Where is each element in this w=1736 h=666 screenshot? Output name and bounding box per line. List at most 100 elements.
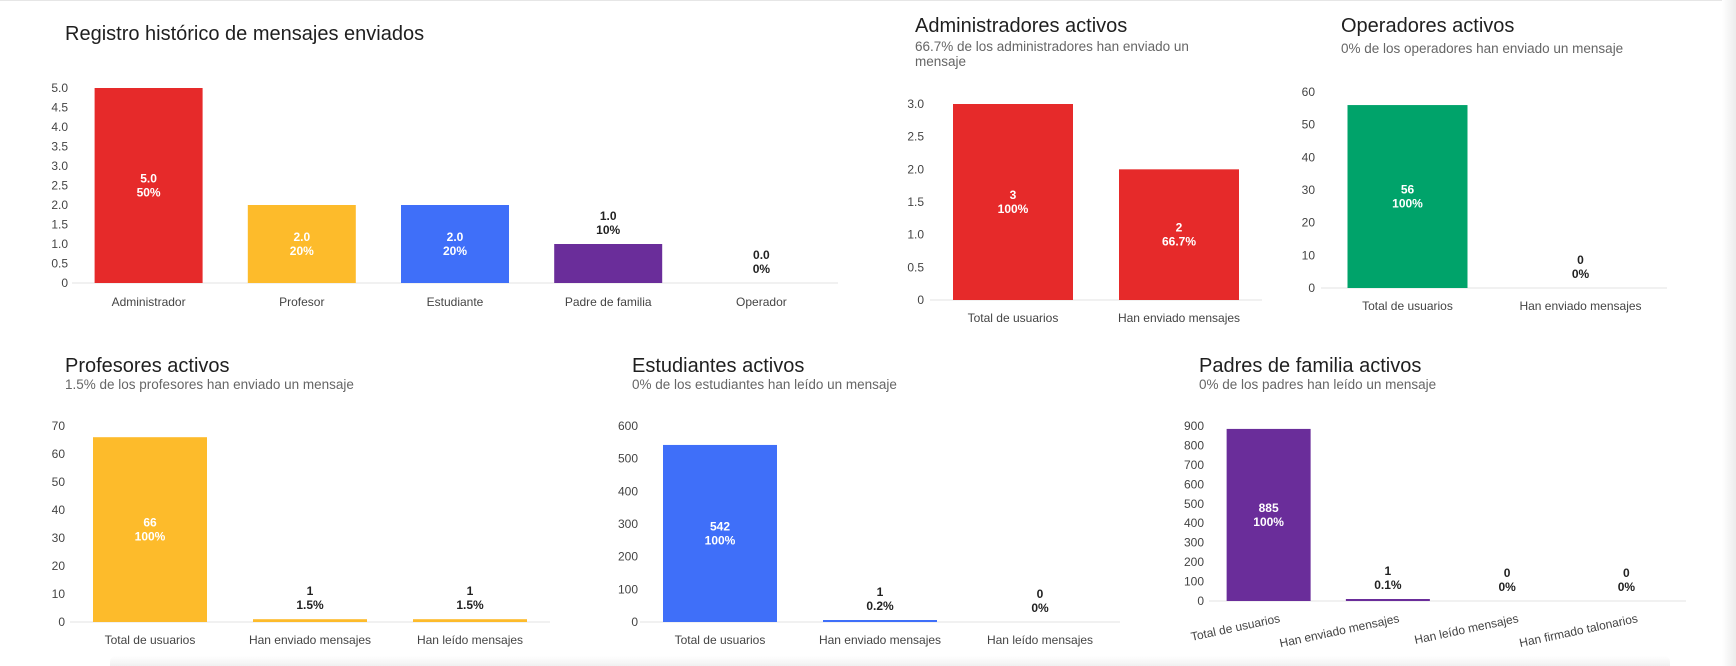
bar-percent-label: 66.7%	[1162, 235, 1196, 249]
bar-value-label: 1	[467, 584, 474, 598]
bar	[413, 619, 527, 622]
category-label: Total de usuarios	[675, 633, 766, 647]
category-label: Han enviado mensajes	[249, 633, 371, 647]
category-label: Profesor	[279, 295, 324, 309]
y-tick-label: 2.0	[51, 198, 68, 212]
bar	[663, 444, 777, 622]
bar-value-label: 5.0	[140, 172, 157, 186]
chart-title: Registro histórico de mensajes enviados	[65, 23, 425, 45]
bar	[1347, 105, 1468, 288]
bar	[1226, 428, 1311, 601]
bar-percent-label: 20%	[290, 244, 314, 258]
chart-title: Profesores activos	[65, 355, 230, 377]
bar-value-label: 66	[143, 516, 157, 530]
y-tick-label: 3.0	[51, 159, 68, 173]
chart-padres-de-familia-activos: 0100200300400500600700800900885100%Total…	[1184, 419, 1686, 650]
category-label: Han enviado mensajes	[1519, 299, 1641, 313]
y-tick-label: 60	[52, 447, 66, 461]
y-tick-label: 500	[1184, 497, 1204, 511]
category-label: Operador	[736, 295, 787, 309]
y-tick-label: 900	[1184, 419, 1204, 433]
category-label: Han enviado mensajes	[1278, 611, 1400, 650]
y-tick-label: 20	[1302, 216, 1316, 230]
y-tick-label: 400	[618, 484, 638, 498]
bar-value-label: 0.0	[753, 248, 770, 262]
bar-value-label: 1	[307, 584, 314, 598]
y-tick-label: 0.5	[907, 260, 924, 274]
y-tick-label: 30	[1302, 183, 1316, 197]
y-tick-label: 50	[52, 475, 66, 489]
bar	[253, 619, 367, 622]
y-tick-label: 0	[61, 276, 68, 290]
y-tick-label: 1.5	[51, 218, 68, 232]
bar-value-label: 1.0	[600, 209, 617, 223]
bar-percent-label: 100%	[135, 530, 166, 544]
bar	[823, 620, 937, 622]
y-tick-label: 0	[631, 615, 638, 629]
bar-percent-label: 100%	[1253, 515, 1284, 529]
chart-subtitle: 0% de los padres han leído un mensaje	[1199, 377, 1437, 392]
panel-operadores-activos: Operadores activos 0% de los operadores …	[1290, 0, 1710, 330]
chart-title: Administradores activos	[915, 15, 1128, 37]
bar	[1119, 169, 1239, 300]
category-label: Total de usuarios	[968, 311, 1059, 325]
y-tick-label: 50	[1302, 118, 1316, 132]
y-tick-label: 3.5	[51, 140, 68, 154]
y-tick-label: 0	[58, 615, 65, 629]
chart-title: Estudiantes activos	[632, 355, 805, 377]
bar-value-label: 0	[1037, 587, 1044, 601]
y-tick-label: 60	[1302, 85, 1316, 99]
chart-subtitle: 0% de los operadores han enviado un mens…	[1341, 41, 1624, 56]
bar-percent-label: 100%	[705, 533, 736, 547]
panel-padres-de-familia-activos: Padres de familia activos 0% de los padr…	[1140, 340, 1710, 666]
bar	[94, 88, 203, 283]
chart-title: Padres de familia activos	[1199, 355, 1422, 377]
category-label: Administrador	[112, 295, 186, 309]
bar-value-label: 542	[710, 519, 730, 533]
y-tick-label: 20	[52, 559, 66, 573]
y-tick-label: 3.0	[907, 97, 924, 111]
bar-percent-label: 20%	[443, 244, 467, 258]
chart-subtitle: 1.5% de los profesores han enviado un me…	[65, 377, 354, 392]
category-label: Han enviado mensajes	[1118, 311, 1240, 325]
category-label: Total de usuarios	[105, 633, 196, 647]
bar-value-label: 2	[1176, 221, 1183, 235]
bar-percent-label: 50%	[137, 186, 161, 200]
y-tick-label: 500	[618, 452, 638, 466]
y-tick-label: 600	[618, 419, 638, 433]
y-tick-label: 0.5	[51, 257, 68, 271]
bar-value-label: 56	[1401, 183, 1415, 197]
y-tick-label: 0	[1308, 281, 1315, 295]
bar-value-label: 1	[1385, 564, 1392, 578]
y-tick-label: 10	[52, 587, 66, 601]
bar-percent-label: 0%	[1498, 580, 1516, 594]
bar-value-label: 0	[1623, 566, 1630, 580]
y-tick-label: 100	[1184, 575, 1204, 589]
y-tick-label: 5.0	[51, 81, 68, 95]
bar-value-label: 885	[1259, 501, 1279, 515]
chart-title: Operadores activos	[1341, 15, 1515, 37]
chart-subtitle: 0% de los estudiantes han leído un mensa…	[632, 377, 897, 392]
bar-percent-label: 0%	[1031, 601, 1049, 615]
card-bottom-shadow	[110, 656, 1670, 666]
y-tick-label: 1.5	[907, 195, 924, 209]
panel-profesores-activos: Profesores activos 1.5% de los profesore…	[0, 340, 570, 666]
y-tick-label: 300	[618, 517, 638, 531]
y-tick-label: 700	[1184, 458, 1204, 472]
category-label: Estudiante	[427, 295, 484, 309]
bar-value-label: 2.0	[293, 230, 310, 244]
bar	[554, 244, 663, 283]
category-label: Han enviado mensajes	[819, 633, 941, 647]
bar-percent-label: 0.2%	[866, 599, 894, 613]
chart-subtitle: 66.7% de los administradores han enviado…	[915, 39, 1189, 69]
y-tick-label: 0	[917, 293, 924, 307]
bar-percent-label: 100%	[1392, 197, 1423, 211]
bar-percent-label: 100%	[998, 202, 1029, 216]
top-border	[0, 0, 1736, 1]
y-tick-label: 200	[1184, 555, 1204, 569]
y-tick-label: 400	[1184, 516, 1204, 530]
bar	[401, 205, 509, 283]
